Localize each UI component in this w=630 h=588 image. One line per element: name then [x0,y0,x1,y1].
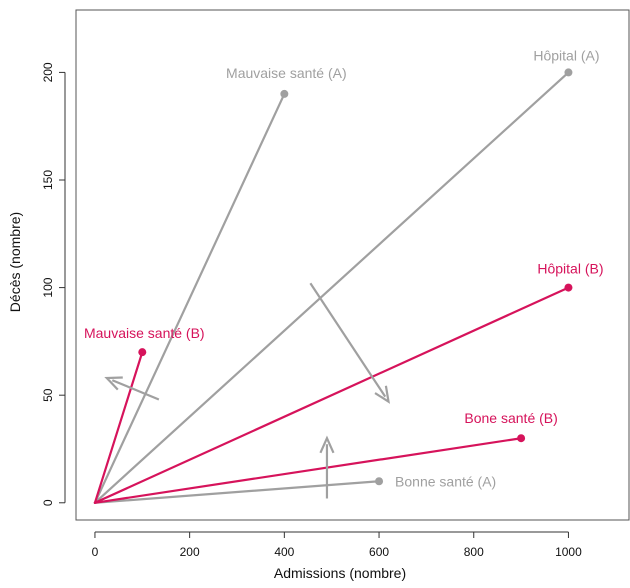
annotation-arrow [319,435,335,499]
point-hopital-b [564,283,573,292]
x-tick-label: 800 [464,545,484,559]
x-axis-title: Admissions (nombre) [274,565,406,581]
annotation-arrow [309,282,390,404]
y-tick-label: 150 [41,170,55,190]
line-bone-sante-b [93,437,523,504]
line-bonne-sante-a [93,480,381,504]
label-hopital-a: Hôpital (A) [533,47,599,63]
line-hopital-a [93,71,570,504]
y-tick-label: 200 [41,62,55,82]
line-mauvaise-sante-b [93,351,144,504]
point-hopital-a [564,68,573,77]
plot-frame [75,9,630,521]
point-bonne-sante-a [375,477,384,486]
line-hopital-b [93,286,570,504]
point-mauvaise-sante-b [138,348,147,357]
annotation-arrow [104,376,160,401]
point-mauvaise-sante-a [280,89,289,98]
x-tick-label: 600 [369,545,389,559]
line-mauvaise-sante-a [93,92,286,504]
label-mauvaise-sante-b: Mauvaise santé (B) [84,325,205,341]
x-tick-label: 1000 [555,545,582,559]
label-hopital-b: Hôpital (B) [537,261,603,277]
label-mauvaise-sante-a: Mauvaise santé (A) [226,65,347,81]
y-axis-title: Décès (nombre) [7,212,23,312]
x-tick-label: 400 [274,545,294,559]
series-points [138,68,573,486]
point-labels: Mauvaise santé (A) Hôpital (A) Bonne santé… [84,47,604,489]
label-bonne-sante-a: Bonne santé (A) [395,473,496,489]
label-bone-sante-b: Bone santé (B) [464,410,557,426]
y-axis: 0 50 100 150 200 [41,62,66,506]
y-tick-label: 50 [41,388,55,402]
x-axis: 0 200 400 600 800 1000 [92,531,582,559]
y-tick-label: 0 [41,499,55,506]
point-bone-sante-b [517,434,526,443]
y-tick-label: 100 [41,277,55,297]
series-lines [93,71,570,504]
x-tick-label: 0 [92,545,99,559]
x-tick-label: 200 [180,545,200,559]
annotation-arrows [104,282,390,499]
